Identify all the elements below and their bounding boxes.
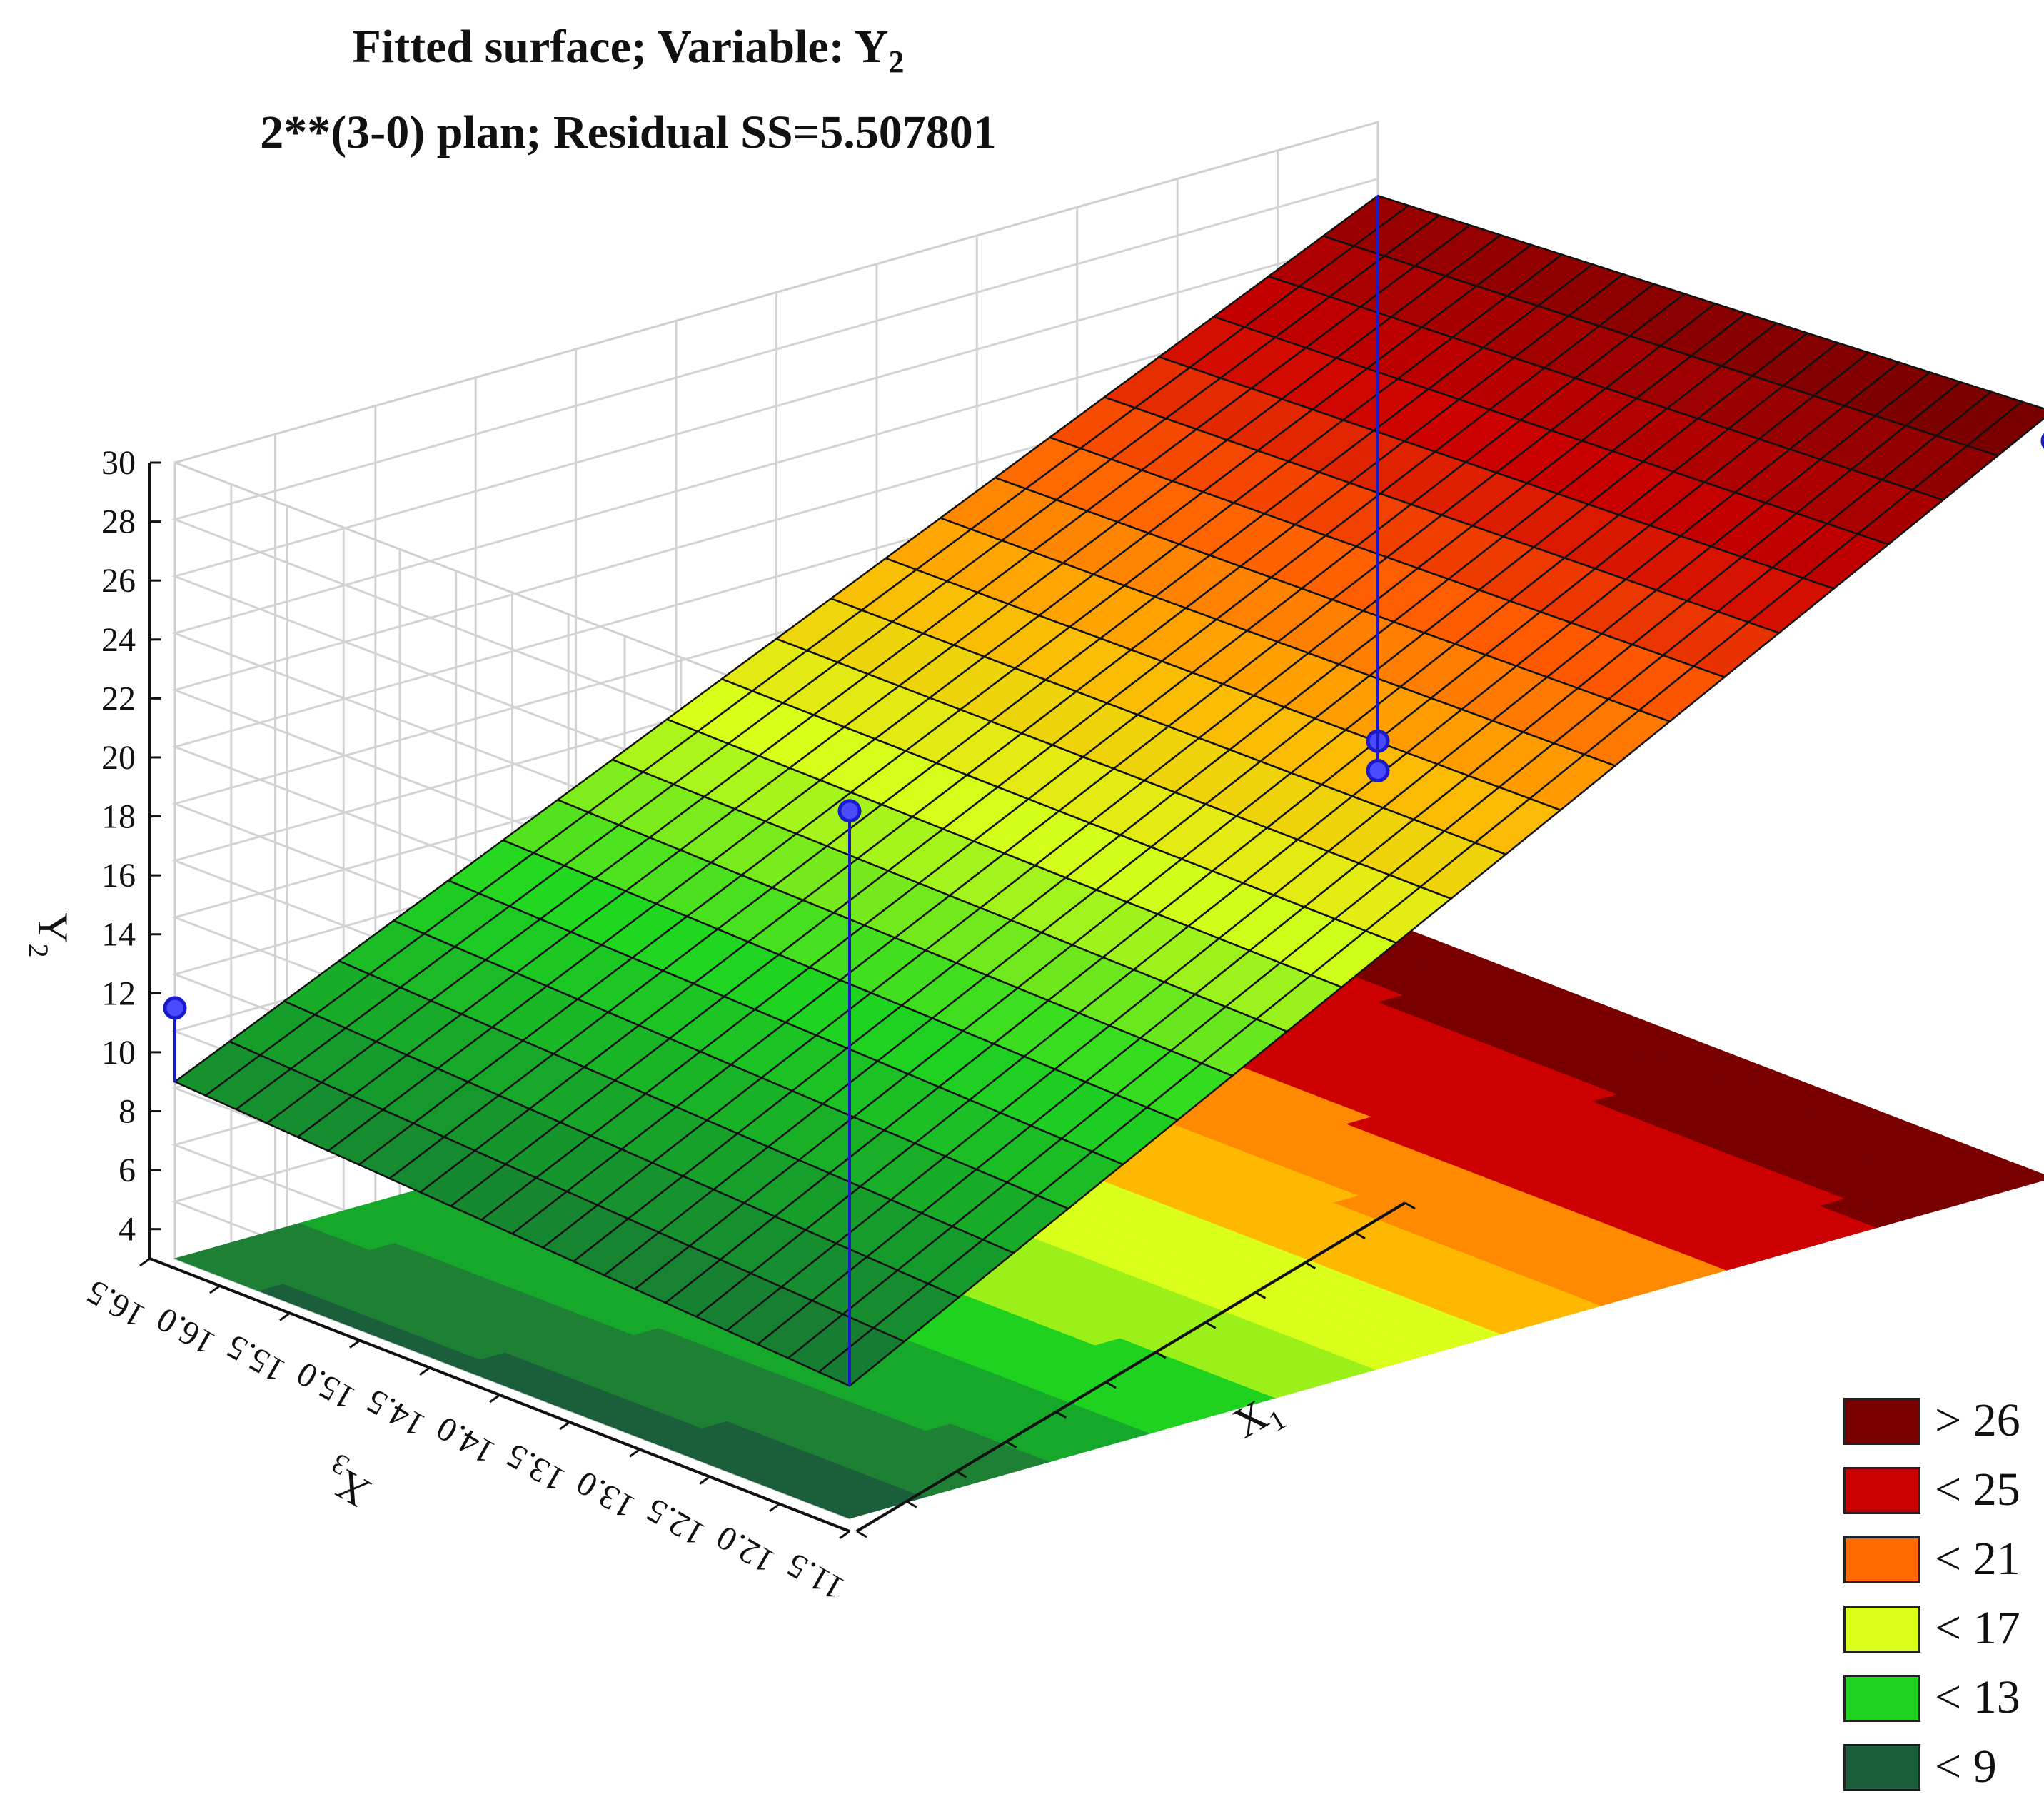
surface-plot: 30 28 26 24 22 20 18 16 14 12 10 8 6 4 16.516.015.515.… <box>0 0 2044 1751</box>
z-tick-label: 4 <box>119 1211 136 1249</box>
x3-tick-mark <box>770 1504 780 1511</box>
x3-axis-label: X3 <box>315 1447 381 1516</box>
x3-tick-label: 14.0 <box>431 1409 501 1471</box>
x3-tick-mark <box>630 1449 640 1456</box>
z-tick-label: 26 <box>101 562 136 600</box>
z-tick-label: 6 <box>119 1152 136 1189</box>
z-tick-label: 28 <box>101 503 136 541</box>
x3-tick-mark <box>840 1531 850 1538</box>
x3-tick-mark <box>140 1259 150 1266</box>
z-tick-label: 22 <box>101 680 136 717</box>
x1-tick-mark <box>857 1531 867 1537</box>
x3-tick-label: 15.5 <box>221 1327 291 1390</box>
z-tick-label: 14 <box>101 916 136 954</box>
legend-label: < 21 <box>1935 1532 2020 1586</box>
z-tick-label: 30 <box>101 444 136 482</box>
z-axis-label: Y2 <box>22 912 76 957</box>
x3-tick-mark <box>560 1422 570 1429</box>
x3-tick-label: 13.5 <box>500 1436 571 1499</box>
observed-point <box>165 998 185 1018</box>
z-tick-label: 12 <box>101 974 136 1012</box>
legend-swatch <box>1843 1606 1920 1653</box>
x3-tick-mark <box>280 1313 290 1320</box>
x3-tick-mark <box>350 1341 360 1348</box>
observed-point <box>840 801 860 821</box>
legend-swatch <box>1843 1398 1920 1445</box>
x3-tick-mark <box>210 1286 220 1293</box>
z-tick-label: 20 <box>101 739 136 777</box>
x3-tick-label: 12.5 <box>640 1491 711 1553</box>
z-tick-label: 24 <box>101 621 136 659</box>
legend-label: < 25 <box>1935 1463 2020 1517</box>
legend-label: < 13 <box>1935 1671 2020 1725</box>
x3-tick-label: 14.5 <box>361 1381 431 1444</box>
x3-tick-label: 15.0 <box>291 1354 361 1417</box>
x3-tick-label: 12.0 <box>710 1518 781 1581</box>
x3-tick-label: 16.5 <box>81 1272 151 1335</box>
x3-tick-label: 11.5 <box>780 1546 850 1608</box>
legend-swatch <box>1843 1675 1920 1722</box>
x3-tick-mark <box>420 1368 430 1375</box>
x3-tick-mark <box>700 1477 710 1484</box>
legend-swatch <box>1843 1536 1920 1583</box>
x3-tick-mark <box>490 1395 500 1402</box>
x1-tick-mark <box>907 1501 917 1507</box>
z-tick-label: 16 <box>101 857 136 895</box>
z-tick-label: 18 <box>101 798 136 836</box>
z-tick-label: 8 <box>119 1093 136 1131</box>
legend-swatch <box>1843 1467 1920 1514</box>
legend-label: < 17 <box>1935 1601 2020 1656</box>
observed-point <box>1368 761 1388 781</box>
x3-tick-label: 13.0 <box>570 1463 641 1526</box>
x3-tick-label: 16.0 <box>151 1300 221 1363</box>
legend-label: < 9 <box>1935 1740 1997 1794</box>
legend-label: > 26 <box>1935 1394 2020 1448</box>
z-tick-label: 10 <box>101 1034 136 1072</box>
